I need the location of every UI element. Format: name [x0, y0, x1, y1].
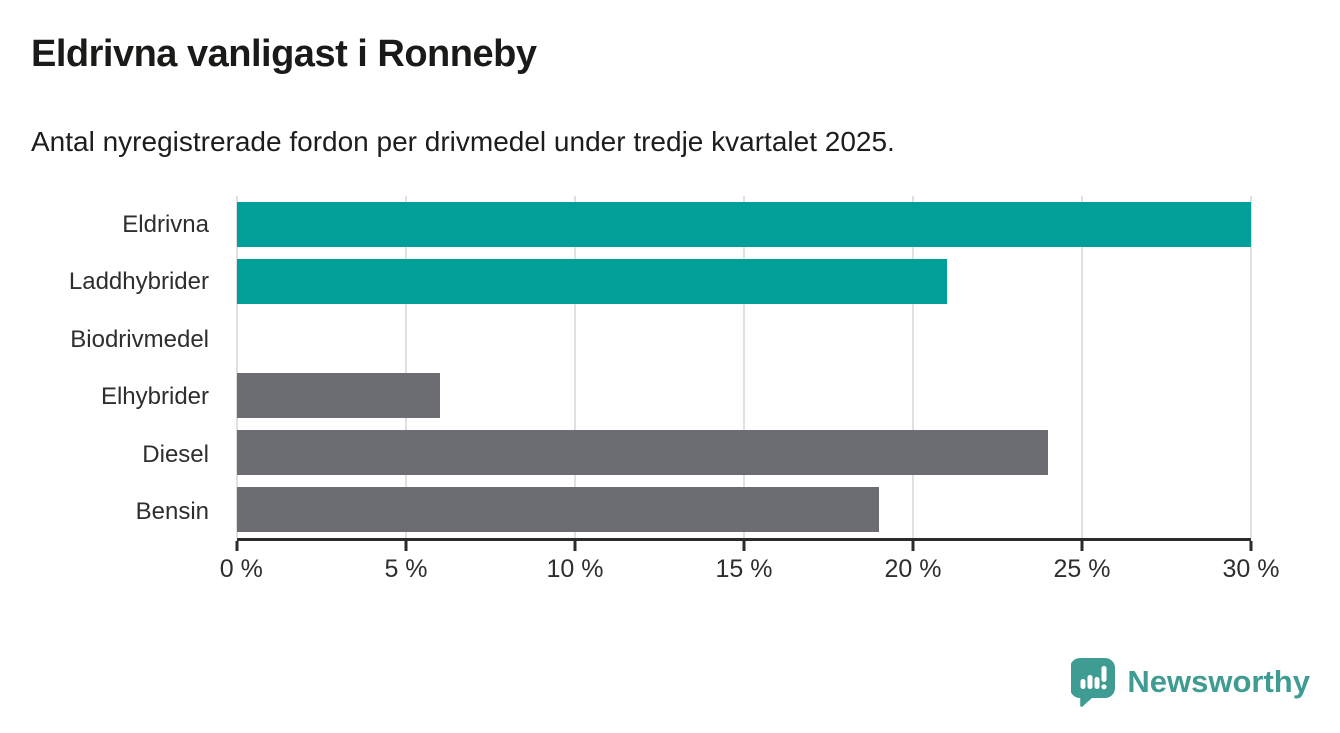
bar-row — [237, 253, 1251, 310]
axis-tick — [235, 541, 239, 551]
axis-tick — [573, 541, 577, 551]
axis-tick — [1080, 541, 1084, 551]
axis-tick — [911, 541, 915, 551]
bar-elhybrider — [237, 373, 440, 418]
bar-row — [237, 196, 1251, 253]
axis-tick-label: 0 % — [219, 555, 263, 583]
axis-tick — [404, 541, 408, 551]
bar-row — [237, 310, 1251, 367]
newsworthy-logo-icon — [1071, 658, 1116, 707]
brand-footer: Newsworthy — [1071, 656, 1310, 708]
bar-row — [237, 367, 1251, 424]
category-label: Eldrivna — [122, 210, 209, 238]
gridline — [574, 196, 576, 538]
axis-tick — [1249, 541, 1253, 551]
category-labels: Eldrivna Laddhybrider Biodrivmedel Elhybrid… — [0, 196, 223, 541]
gridline — [743, 196, 745, 538]
bar-diesel — [237, 430, 1049, 475]
category-label: Bensin — [135, 498, 209, 526]
category-label: Diesel — [142, 440, 209, 468]
gridline — [1250, 196, 1252, 538]
axis-tick — [742, 541, 746, 551]
bar-row — [237, 481, 1251, 538]
x-axis: 0 % 5 % 10 % 15 % 20 % 25 % 30 % — [220, 541, 1279, 591]
category-label: Elhybrider — [100, 383, 209, 411]
brand-name: Newsworthy — [1127, 664, 1310, 699]
gridline — [236, 196, 238, 538]
axis-tick-label: 10 % — [546, 555, 604, 583]
gridline — [1081, 196, 1083, 538]
category-label: Biodrivmedel — [70, 325, 209, 353]
bar-row — [237, 424, 1251, 481]
gridline — [405, 196, 407, 538]
bar-laddhybrider — [237, 259, 947, 304]
bar-eldrivna — [237, 202, 1251, 247]
axis-tick-label: 20 % — [884, 555, 942, 583]
chart-subtitle: Antal nyregistrerade fordon per drivmede… — [31, 126, 895, 157]
page-title: Eldrivna vanligast i Ronneby — [31, 33, 537, 75]
axis-tick-label: 5 % — [384, 555, 428, 583]
gridline — [912, 196, 914, 538]
axis-tick-label: 15 % — [715, 555, 773, 583]
plot-area — [236, 196, 1252, 541]
bar-bensin — [237, 487, 880, 532]
axis-tick-label: 30 % — [1222, 555, 1280, 583]
category-label: Laddhybrider — [68, 268, 209, 296]
bar-rows — [237, 196, 1251, 538]
axis-tick-label: 25 % — [1053, 555, 1111, 583]
